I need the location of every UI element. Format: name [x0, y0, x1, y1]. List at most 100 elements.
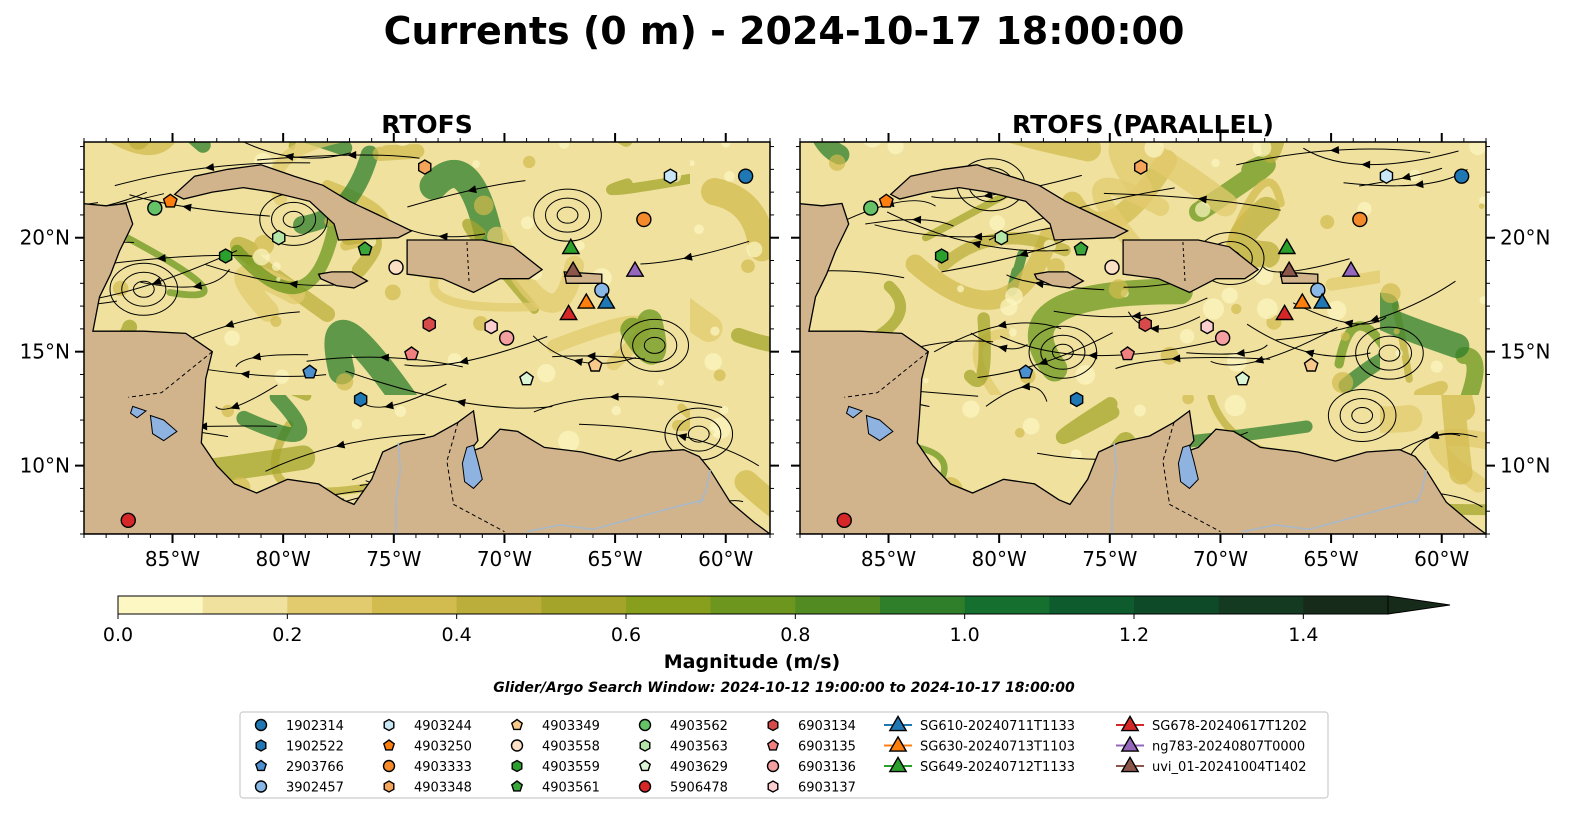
legend-marker-hexagon	[511, 759, 523, 773]
land-cuba	[173, 164, 413, 241]
legend-label: 4903558	[542, 740, 600, 755]
legend-item: 6903135	[766, 739, 856, 755]
legend-label: uvi_01-20241004T1402	[1152, 760, 1306, 775]
legend-item: 1902522	[255, 739, 344, 755]
legend-item: 4903561	[510, 780, 600, 796]
legend-marker-pentagon	[510, 718, 524, 731]
lake-maracaibo	[1177, 444, 1199, 490]
colorbar-tick-label: 1.4	[1288, 624, 1318, 646]
legend-marker-pentagon	[382, 739, 396, 751]
legend-label: 4903348	[414, 781, 472, 796]
land-hispaniola	[1122, 239, 1260, 294]
legend-marker-hexagon	[767, 718, 779, 732]
legend-item: 1902314	[254, 718, 344, 734]
marker-ng783-20240807T0000	[625, 260, 645, 277]
colorbar-segment	[710, 596, 796, 614]
x-tick-label: 60°W	[698, 547, 753, 571]
marker-4903561	[357, 241, 373, 256]
colorbar-tick-label: 0.2	[272, 624, 302, 646]
legend-item: 4903348	[383, 780, 472, 796]
marker-SG610-20240711T1133	[1312, 292, 1332, 309]
legend-marker-triangle	[888, 715, 908, 732]
colorbar-segment	[456, 596, 542, 614]
y-tick-label: 15°N	[20, 340, 70, 364]
colorbar-label: Magnitude (m/s)	[664, 651, 841, 673]
land-cuba	[889, 164, 1129, 241]
legend-item: 4903244	[383, 718, 472, 734]
marker-4903558	[388, 259, 404, 276]
marker-6903134	[1138, 316, 1153, 333]
colorbar-segment	[1134, 596, 1220, 614]
legend-item: 4903250	[382, 739, 472, 755]
river	[1308, 499, 1420, 531]
legend-marker-triangle	[888, 756, 908, 773]
legend-item: uvi_01-20241004T1402	[1116, 756, 1306, 775]
axis-ticks	[75, 133, 779, 543]
marker-5906478	[120, 512, 136, 529]
marker-4903559	[934, 248, 949, 264]
legend-label: SG678-20240617T1202	[1152, 719, 1307, 734]
marker-SG649-20240712T1133	[561, 237, 581, 255]
marker-SG610-20240711T1133	[596, 292, 616, 309]
colorbar-tick-label: 0.4	[442, 624, 472, 646]
colorbar: 0.0 0.2 0.4 0.6 0.8 1.0 1.2 1.4	[103, 595, 1451, 646]
legend-item: 4903563	[639, 739, 728, 755]
legend-label: 3902457	[286, 781, 344, 796]
river	[1414, 470, 1428, 505]
legend-item: 6903134	[767, 718, 856, 734]
legend-marker-circle	[254, 780, 268, 793]
legend-label: 4903561	[542, 781, 600, 796]
legend-item: 3902457	[254, 780, 344, 796]
y-tick-label: 10°N	[20, 454, 70, 478]
legend-label: 4903244	[414, 719, 472, 734]
legend-marker-pentagon	[638, 759, 652, 772]
search-window-caption: Glider/Argo Search Window: 2024-10-12 19…	[493, 680, 1075, 696]
legend-marker-triangle	[1120, 715, 1140, 732]
colorbar-segment	[118, 596, 204, 614]
x-tick-label: 65°W	[587, 547, 642, 571]
y-tick-label: 10°N	[1500, 454, 1550, 478]
marker-4903559	[218, 248, 233, 264]
legend-label: 4903562	[670, 719, 728, 734]
river	[592, 499, 704, 531]
legend-marker-hexagon	[639, 739, 651, 752]
border	[1182, 239, 1186, 282]
marker-uvi_01-20241004T1402	[563, 260, 583, 277]
marker-5906478	[836, 512, 852, 529]
legend-label: 4903559	[542, 760, 600, 775]
legend-item: SG630-20240713T1103	[884, 735, 1075, 755]
legend-item: 4903559	[511, 759, 600, 775]
marker-4903558	[1104, 259, 1120, 276]
marker-1902522	[1069, 391, 1084, 408]
legend-label: 1902314	[286, 719, 344, 734]
legend-marker-circle	[766, 759, 780, 773]
legend-marker-circle	[510, 739, 524, 752]
colorbar-segment	[287, 596, 373, 614]
legend-item: 5906478	[638, 780, 728, 796]
legend-marker-hexagon	[383, 780, 395, 793]
legend-item: 4903558	[510, 739, 600, 755]
legend-marker-pentagon	[510, 780, 524, 792]
marker-SG649-20240712T1133	[1277, 237, 1297, 255]
marker-4903349	[587, 357, 603, 372]
colorbar-segment	[626, 596, 712, 614]
land-hispaniola	[406, 239, 544, 294]
legend-marker-triangle	[888, 735, 908, 752]
colorbar-segment	[372, 596, 458, 614]
legend-item: 6903136	[766, 759, 856, 775]
border	[1162, 422, 1221, 533]
legend-marker-hexagon	[255, 739, 267, 752]
colorbar-tick-label: 0.6	[611, 624, 641, 646]
land-jamaica	[1033, 271, 1085, 289]
legend-box	[239, 711, 1329, 799]
x-tick-label: 80°W	[256, 547, 311, 571]
x-tick-label: 75°W	[1082, 547, 1137, 571]
legend-marker-circle	[382, 759, 396, 773]
marker-SG630-20240713T1103	[1292, 292, 1312, 309]
colorbar-tick-label: 1.0	[950, 624, 980, 646]
legend-label: 6903136	[798, 760, 856, 775]
legend-label: 4903250	[414, 740, 472, 755]
colorbar-segment	[202, 596, 288, 614]
legend-item: ng783-20240807T0000	[1116, 735, 1305, 755]
legend-label: 4903333	[414, 760, 472, 775]
